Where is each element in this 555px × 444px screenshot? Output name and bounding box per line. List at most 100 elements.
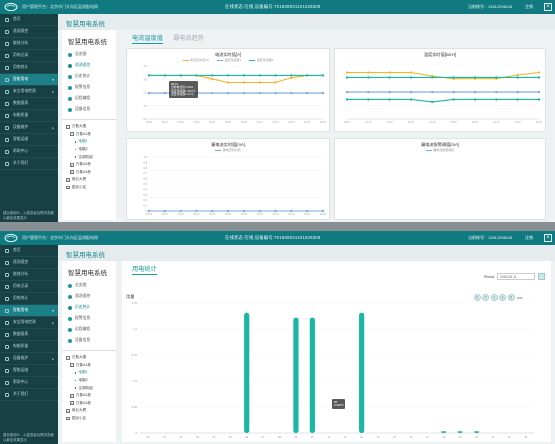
tab-leakage-trend[interactable]: 漏电流趋势 xyxy=(172,35,204,42)
nav-history[interactable]: 历史统计 xyxy=(62,302,116,313)
expand-icon[interactable]: + xyxy=(70,170,74,175)
tree-node[interactable]: + 商业大厦 xyxy=(66,176,116,184)
data-bar xyxy=(473,431,480,433)
expand-icon[interactable]: + xyxy=(66,409,70,414)
period-week-button[interactable]: 周 xyxy=(507,294,515,301)
sidebar-item-help[interactable]: 帮助中心 xyxy=(0,146,58,158)
close-icon[interactable]: × xyxy=(544,3,552,11)
sidebar-item-statistics[interactable]: 用电统计 xyxy=(0,293,58,305)
tree-node[interactable]: + 万象A3栋 xyxy=(66,400,116,408)
collapse-icon[interactable]: − xyxy=(66,355,70,360)
sidebar-item-about[interactable]: 关于我们 xyxy=(0,389,58,401)
data-point xyxy=(274,91,277,95)
sidebar-item-telemetry[interactable]: 遥测遥控 xyxy=(0,257,58,269)
tab-usage-stats[interactable]: 用电统计 xyxy=(132,265,157,275)
nav-device-info[interactable]: 设备信息 xyxy=(62,104,116,115)
logout-link[interactable]: 注销 xyxy=(525,235,533,240)
tree-node[interactable]: 空调机组 xyxy=(66,384,116,392)
period-total-button[interactable]: 总 xyxy=(499,294,506,301)
sidebar-item-statistics[interactable]: 用电统计 xyxy=(0,62,58,74)
x-tick-label: 21 xyxy=(492,435,495,439)
sidebar-item-maintenance[interactable]: 设备维护 ▸ xyxy=(0,353,58,365)
tree-node[interactable]: 电箱1 xyxy=(66,138,116,146)
calendar-icon[interactable] xyxy=(538,273,545,280)
period-year-button[interactable]: 年 xyxy=(490,294,498,301)
expand-icon[interactable]: + xyxy=(70,162,74,167)
sidebar-item-maintenance[interactable]: 设备维护 ▸ xyxy=(0,122,58,134)
y-tick-label: 1.25 xyxy=(132,301,138,305)
expand-icon[interactable]: + xyxy=(66,185,70,190)
sidebar-item-records[interactable]: 用电记录 xyxy=(0,50,58,62)
nav-alarms[interactable]: 报警信息 xyxy=(62,82,116,93)
nav-label: 历史统计 xyxy=(75,74,91,78)
legend-item[interactable]: 温度传感器1 xyxy=(216,58,241,62)
tree-node[interactable]: + 万象A3栋 xyxy=(66,169,116,177)
nav-telemetry[interactable]: 遥测遥控 xyxy=(62,60,116,71)
sidebar-item-home[interactable]: 首页 xyxy=(0,14,58,26)
tree-node[interactable]: − 万象大楼 xyxy=(66,123,116,131)
account-label: 当前帐号：12612298116 xyxy=(468,4,513,9)
close-icon[interactable]: × xyxy=(544,234,552,242)
nav-alarms[interactable]: 报警信息 xyxy=(62,313,116,324)
sidebar-item-smart-power[interactable]: 智能用电 ▾ xyxy=(0,305,58,317)
help-icon xyxy=(5,380,9,385)
expand-icon[interactable]: + xyxy=(70,393,74,398)
sidebar-item-ops[interactable]: 智能运维 xyxy=(0,365,58,377)
sidebar-item-reports[interactable]: 数据报表 xyxy=(0,329,58,341)
sidebar-item-quality[interactable]: 电能质量 xyxy=(0,110,58,122)
sidebar-item-telemetry[interactable]: 遥测遥控 xyxy=(0,26,58,38)
expand-icon[interactable]: + xyxy=(66,178,70,183)
legend-item[interactable]: 温度传感器2 xyxy=(249,58,273,62)
sidebar-item-efficiency[interactable]: 能效分析 xyxy=(0,38,58,50)
expand-icon[interactable]: + xyxy=(70,401,74,406)
sidebar-item-reports[interactable]: 数据报表 xyxy=(0,98,58,110)
sidebar-item-efficiency[interactable]: 能效分析 xyxy=(0,269,58,281)
sidebar-item-help[interactable]: 帮助中心 xyxy=(0,377,58,389)
nav-history[interactable]: 历史统计 xyxy=(62,71,116,82)
collapse-icon[interactable]: − xyxy=(66,124,70,129)
tree-node[interactable]: + 商业大厦 xyxy=(66,407,116,415)
sidebar-item-records[interactable]: 用电记录 xyxy=(0,281,58,293)
nav-remote[interactable]: 远程编程 xyxy=(62,324,116,335)
tab-current-temp[interactable]: 电流温度值 xyxy=(132,34,163,44)
tree-node[interactable]: 空调机组 xyxy=(66,153,116,161)
period-month-button[interactable]: 月 xyxy=(482,294,489,301)
sidebar-item-safety[interactable]: 安全用电检测 ▸ xyxy=(0,86,58,98)
sidebar-item-ops[interactable]: 智能运维 xyxy=(0,134,58,146)
data-point xyxy=(409,98,413,101)
legend-item[interactable]: 电流实时值[A] xyxy=(182,58,209,62)
sidebar-item-label: 帮助中心 xyxy=(13,380,29,384)
period-date-input[interactable]: 2018-08-11 xyxy=(497,273,535,280)
sidebar-item-quality[interactable]: 电能质量 xyxy=(0,341,58,353)
tree-node[interactable]: 电箱1 xyxy=(66,369,116,377)
sidebar-item-about[interactable]: 关于我们 xyxy=(0,158,58,170)
expand-icon[interactable]: + xyxy=(66,416,70,421)
tree-node[interactable]: + 居民小区 xyxy=(66,184,116,192)
nav-overview[interactable]: 总览图 xyxy=(62,280,116,291)
nav-telemetry[interactable]: 遥测遥控 xyxy=(62,291,116,302)
sidebar-item-label: 数据报表 xyxy=(13,332,29,336)
collapse-icon[interactable]: − xyxy=(70,132,74,137)
tree-node[interactable]: + 居民小区 xyxy=(66,415,116,423)
legend-item[interactable]: 漏电流报警阈值 xyxy=(425,148,454,152)
nav-remote[interactable]: 远程编程 xyxy=(62,93,116,104)
tree-node[interactable]: − 万象A1栋 xyxy=(66,362,116,370)
sidebar-item-home[interactable]: 首页 xyxy=(0,245,58,257)
data-point xyxy=(388,71,391,74)
tree-node[interactable]: 电箱2 xyxy=(66,377,116,385)
tree-node[interactable]: − 万象大楼 xyxy=(66,354,116,362)
tree-node[interactable]: − 万象A1栋 xyxy=(66,131,116,139)
nav-device-info[interactable]: 设备信息 xyxy=(62,335,116,346)
tree-label: 空调机组 xyxy=(78,154,93,159)
period-day-button[interactable]: 日 xyxy=(473,294,481,301)
nav-overview[interactable]: 总览图 xyxy=(62,49,116,60)
logout-link[interactable]: 注销 xyxy=(525,4,533,9)
tree-node[interactable]: + 万象A2栋 xyxy=(66,392,116,400)
tree-node[interactable]: + 万象A2栋 xyxy=(66,161,116,169)
sidebar-item-smart-power[interactable]: 智能用电 ▾ xyxy=(0,74,58,86)
legend-item[interactable]: 漏电流实时值 xyxy=(215,148,241,152)
tree-node[interactable]: 电箱2 xyxy=(66,146,116,154)
collapse-icon[interactable]: − xyxy=(70,363,74,368)
sidebar-item-label: 智能用电 xyxy=(13,308,29,312)
sidebar-item-safety[interactable]: 安全用电检测 ▸ xyxy=(0,317,58,329)
